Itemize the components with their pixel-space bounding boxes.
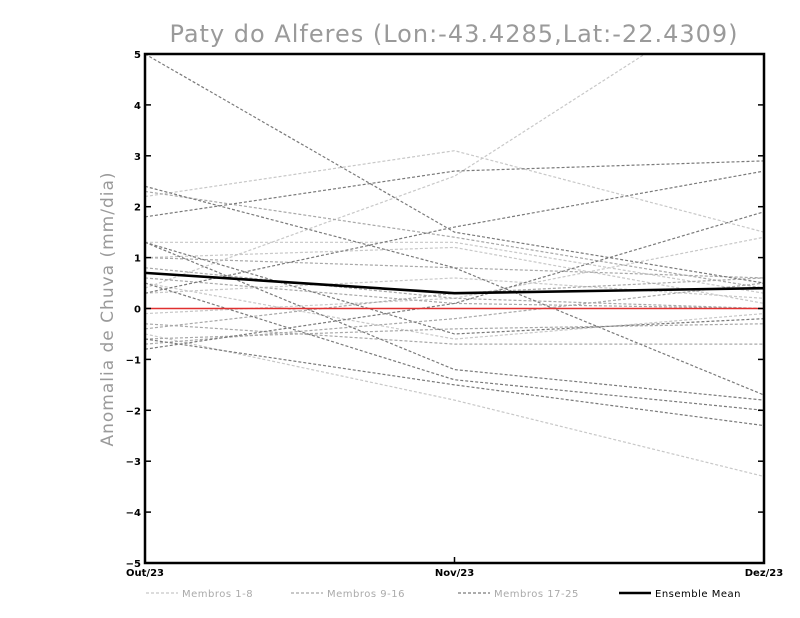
y-tick-label: −4 (126, 508, 141, 519)
member-line-g1-7 (145, 282, 764, 340)
member-line-g3-8 (145, 170, 764, 294)
legend-label-4: Ensemble Mean (655, 589, 741, 600)
y-tick-label: 1 (134, 254, 141, 265)
x-tick-label: Nov/23 (435, 568, 474, 579)
y-tick-label: −2 (126, 406, 141, 417)
member-line-g3-3 (145, 160, 764, 218)
chart-title: Paty do Alferes (Lon:-43.4285,Lat:-22.43… (169, 20, 738, 48)
y-tick-label: 5 (134, 50, 141, 61)
y-tick-label: 2 (134, 203, 141, 214)
y-tick-label: 3 (134, 152, 141, 163)
y-axis-label: Anomalia de Chuva (mm/dia) (98, 171, 118, 446)
member-line-g3-7 (145, 211, 764, 350)
ensemble-mean-line (144, 271, 765, 295)
member-line-g3-6 (145, 338, 764, 427)
member-line-g2-4 (145, 190, 764, 289)
member-line-g1-3 (145, 333, 764, 478)
member-line-g3-9 (145, 241, 764, 335)
plot-area: −5 −4 −3 −2 −1 0 1 2 3 4 5 Out/23 Nov/23 Dez/23 (126, 50, 784, 579)
member-line-g2-7 (145, 267, 764, 310)
member-line-g3-4 (145, 241, 764, 401)
member-line-g1-6 (145, 236, 764, 315)
y-tick-label: −1 (126, 355, 141, 366)
member-line-g3-1 (145, 54, 764, 284)
legend: Membros 1-8 Membros 9-16 Membros 17-25 Ense… (146, 589, 741, 600)
member-line-g2-1 (145, 257, 764, 279)
y-tick-label: −3 (126, 457, 141, 468)
member-line-g1-1 (145, 150, 764, 233)
member-line-g1-5 (145, 277, 764, 299)
member-lines (145, 54, 764, 478)
member-line-g3-2 (145, 185, 764, 396)
legend-label-3: Membros 17-25 (494, 589, 579, 600)
y-ticks: −5 −4 −3 −2 −1 0 1 2 3 4 5 (126, 50, 764, 570)
member-line-g2-2 (145, 323, 764, 345)
x-tick-label: Out/23 (126, 568, 164, 579)
y-tick-label: 0 (134, 305, 141, 316)
x-ticks: Out/23 Nov/23 Dez/23 (126, 557, 783, 579)
member-line-g2-5 (145, 282, 764, 345)
x-tick-label: Dez/23 (745, 568, 784, 579)
legend-label-2: Membros 9-16 (327, 589, 405, 600)
legend-label-1: Membros 1-8 (182, 589, 253, 600)
y-tick-label: −5 (126, 559, 141, 570)
mean-lines (144, 271, 765, 295)
y-tick-label: 4 (134, 101, 141, 112)
member-line-g2-8 (145, 323, 764, 340)
member-line-g3-5 (145, 282, 764, 411)
